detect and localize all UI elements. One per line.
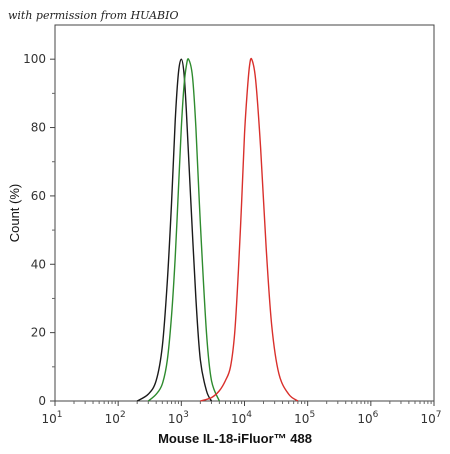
x-tick-base: 10: [168, 412, 183, 426]
x-tick-exponent: 2: [120, 410, 126, 420]
y-axis-title: Count (%): [7, 184, 22, 243]
x-tick-exponent: 4: [246, 410, 252, 420]
x-tick-exponent: 7: [436, 410, 442, 420]
x-tick-label: 107: [420, 410, 441, 426]
x-tick-label: 102: [105, 410, 126, 426]
watermark-text: with permission from HUABIO: [8, 9, 179, 22]
x-tick-base: 10: [294, 412, 309, 426]
x-tick-label: 106: [357, 410, 378, 426]
x-tick-base: 10: [357, 412, 372, 426]
x-tick-base: 10: [105, 412, 120, 426]
y-tick-label: 0: [38, 394, 46, 408]
x-tick-base: 10: [41, 412, 56, 426]
y-axis: 0 20 40 60 80 100: [23, 52, 55, 408]
x-tick-label: 103: [168, 410, 189, 426]
x-tick-base: 10: [420, 412, 435, 426]
y-tick-label: 40: [31, 257, 46, 271]
y-tick-label: 60: [31, 189, 46, 203]
x-tick-base: 10: [231, 412, 246, 426]
series-line-2: [147, 58, 221, 402]
x-tick-exponent: 5: [309, 410, 315, 420]
x-tick-label: 104: [231, 410, 252, 426]
x-axis-title: Mouse IL-18-iFluor™ 488: [158, 431, 312, 446]
series-line-3: [200, 57, 299, 402]
x-tick-label: 101: [41, 410, 62, 426]
x-tick-label: 105: [294, 410, 315, 426]
plot-frame: [54, 24, 435, 402]
series-layer: [136, 57, 299, 402]
y-tick-label: 100: [23, 52, 46, 66]
y-tick-label: 80: [31, 121, 46, 135]
series-line-1: [136, 58, 213, 402]
x-tick-exponent: 6: [373, 410, 379, 420]
y-tick-label: 20: [31, 326, 46, 340]
x-tick-exponent: 3: [183, 410, 189, 420]
x-tick-exponent: 1: [57, 410, 63, 420]
x-axis: 101 102 103 104 105 106 107: [41, 401, 442, 426]
